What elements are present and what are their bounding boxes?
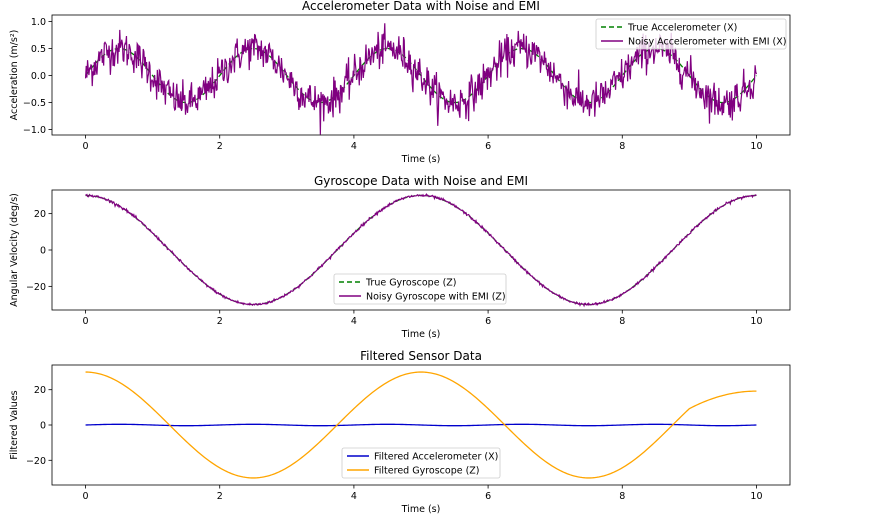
axes-frame xyxy=(51,14,791,136)
x-axis-label: Time (s) xyxy=(401,329,441,340)
legend: True Gyroscope (Z) Noisy Gyroscope with E… xyxy=(333,273,507,305)
chart-panel-2: 0 2 4 6 8 10 −20 0 20 Gyroscope Data with Noise a… xyxy=(9,174,791,340)
y-tick-label: −20 xyxy=(26,282,46,293)
chart-title: Filtered Sensor Data xyxy=(360,349,482,363)
x-tick-label: 0 xyxy=(83,316,89,327)
y-axis-label: Acceleration (m/s²) xyxy=(9,30,20,121)
y-tick-label: 0.0 xyxy=(31,71,46,82)
y-tick-label: 20 xyxy=(34,209,46,220)
x-tick-label: 4 xyxy=(351,141,357,152)
y-tick-label: 0.5 xyxy=(31,44,46,55)
legend-entry: Noisy Accelerometer with EMI (X) xyxy=(628,37,786,48)
x-tick-label: 8 xyxy=(619,316,625,327)
series-line-2-2 xyxy=(85,192,757,308)
y-tick-label: −20 xyxy=(26,456,46,467)
x-tick-label: 2 xyxy=(217,316,223,327)
legend-entry: True Gyroscope (Z) xyxy=(365,278,457,289)
x-axis-label: Time (s) xyxy=(401,154,441,165)
series-line-3-1 xyxy=(85,423,757,427)
x-tick-label: 6 xyxy=(485,316,491,327)
y-tick-label: 1.0 xyxy=(31,17,46,28)
x-tick-label: 6 xyxy=(485,141,491,152)
chart-panel-3: 0 2 4 6 8 10 −20 0 20 Filtered Sensor Data Time (s… xyxy=(9,349,791,515)
x-tick-label: 10 xyxy=(750,316,762,327)
y-tick-label: 0 xyxy=(40,421,46,432)
y-axis-label: Angular Velocity (deg/s) xyxy=(9,193,20,307)
x-tick-label: 4 xyxy=(351,491,357,502)
x-tick-label: 2 xyxy=(217,491,223,502)
x-tick-label: 8 xyxy=(619,141,625,152)
legend-box xyxy=(595,18,787,50)
legend-entry: True Accelerometer (X) xyxy=(627,23,737,34)
legend: True Accelerometer (X) Noisy Acceleromete… xyxy=(595,18,787,50)
x-tick-label: 8 xyxy=(619,491,625,502)
x-tick-label: 10 xyxy=(750,141,762,152)
chart-panel-1: 0 2 4 6 8 10 −1.0 −0.5 0.0 0.5 1.0 Accelerometer Da… xyxy=(9,0,791,165)
legend-entry: Noisy Gyroscope with EMI (Z) xyxy=(366,292,506,303)
y-tick-label: −1.0 xyxy=(23,125,46,136)
x-axis-label: Time (s) xyxy=(401,504,441,515)
legend-box xyxy=(333,273,507,305)
x-tick-label: 2 xyxy=(217,141,223,152)
legend-entry: Filtered Accelerometer (X) xyxy=(374,452,498,463)
chart-title: Accelerometer Data with Noise and EMI xyxy=(302,0,540,13)
y-tick-label: 0 xyxy=(40,246,46,257)
x-tick-label: 10 xyxy=(750,491,762,502)
x-tick-label: 6 xyxy=(485,491,491,502)
legend-entry: Filtered Gyroscope (Z) xyxy=(374,466,480,477)
y-tick-label: −0.5 xyxy=(23,98,46,109)
x-tick-label: 0 xyxy=(83,491,89,502)
series-line-3-2 xyxy=(85,371,757,479)
x-tick-label: 0 xyxy=(83,141,89,152)
legend-box xyxy=(341,447,501,479)
y-tick-label: 20 xyxy=(34,385,46,396)
x-tick-label: 4 xyxy=(351,316,357,327)
y-axis-label: Filtered Values xyxy=(9,390,20,459)
legend: Filtered Accelerometer (X) Filtered Gyros… xyxy=(341,447,501,479)
chart-title: Gyroscope Data with Noise and EMI xyxy=(314,174,528,188)
